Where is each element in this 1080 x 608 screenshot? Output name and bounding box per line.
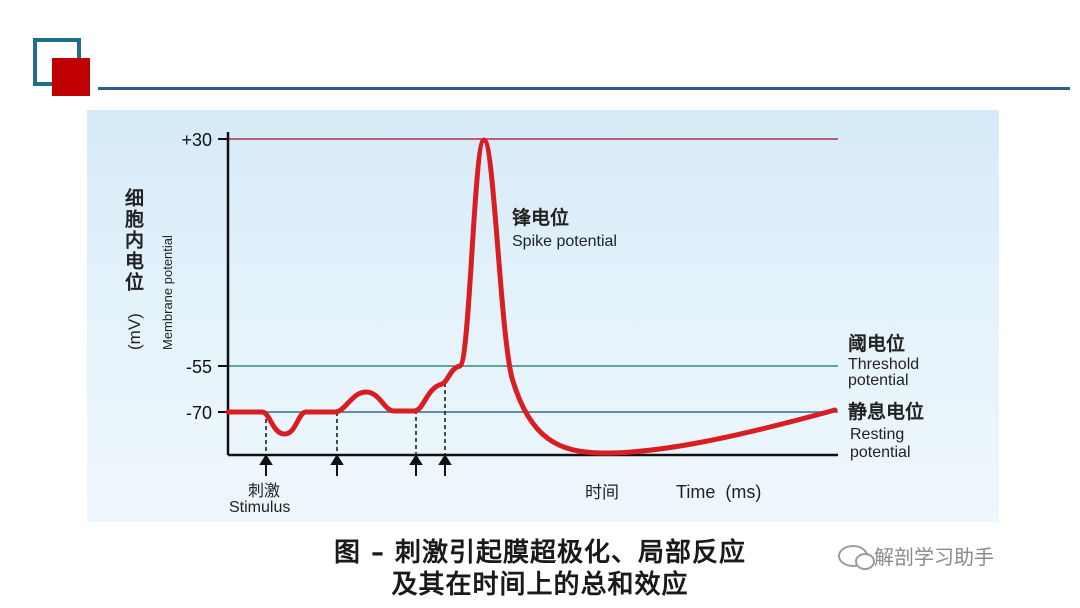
y-tick-label-minus70: -70 — [186, 403, 212, 423]
y-tick-label-plus30: +30 — [181, 130, 212, 150]
resting-label-en-1: Resting — [850, 426, 904, 443]
wechat-icon — [838, 544, 875, 570]
y-axis-label-en: Membrane potential — [160, 235, 175, 350]
x-axis-label-en: Time (ms) — [676, 482, 761, 502]
stimulus-label-en: Stimulus — [229, 499, 290, 516]
stimulus-arrow-1 — [259, 454, 273, 476]
threshold-label-en-2: potential — [848, 372, 909, 389]
header-divider — [98, 87, 1070, 90]
stimulus-label-cn: 刺激 — [248, 481, 280, 500]
diagram-background — [87, 110, 999, 522]
threshold-label-en-1: Threshold — [848, 356, 919, 373]
logo-red-square — [52, 58, 90, 96]
watermark: 解剖学习助手 — [838, 541, 994, 570]
y-axis-label-cn: 细胞内电位 — [122, 187, 144, 293]
y-tick-label-minus55: -55 — [186, 357, 212, 377]
spike-label-cn: 锋电位 — [512, 206, 569, 229]
stimulus-arrow-3 — [409, 454, 423, 476]
resting-label-en-2: potential — [850, 444, 911, 461]
x-axis-label-cn: 时间 — [585, 483, 619, 503]
figure-caption-line-1: 图 – 刺激引起膜超极化、局部反应 — [333, 538, 747, 568]
resting-label-cn: 静息电位 — [848, 400, 924, 423]
watermark-text: 解剖学习助手 — [874, 545, 994, 569]
figure-caption-line-2: 及其在时间上的总和效应 — [391, 570, 689, 600]
stimulus-arrow-2 — [330, 454, 344, 476]
membrane-potential-trace — [225, 137, 838, 456]
spike-label-en: Spike potential — [512, 233, 617, 250]
threshold-label-cn: 阈电位 — [848, 332, 905, 355]
stimulus-arrow-4 — [438, 454, 452, 476]
y-axis-label-unit: (mV) — [125, 313, 144, 350]
